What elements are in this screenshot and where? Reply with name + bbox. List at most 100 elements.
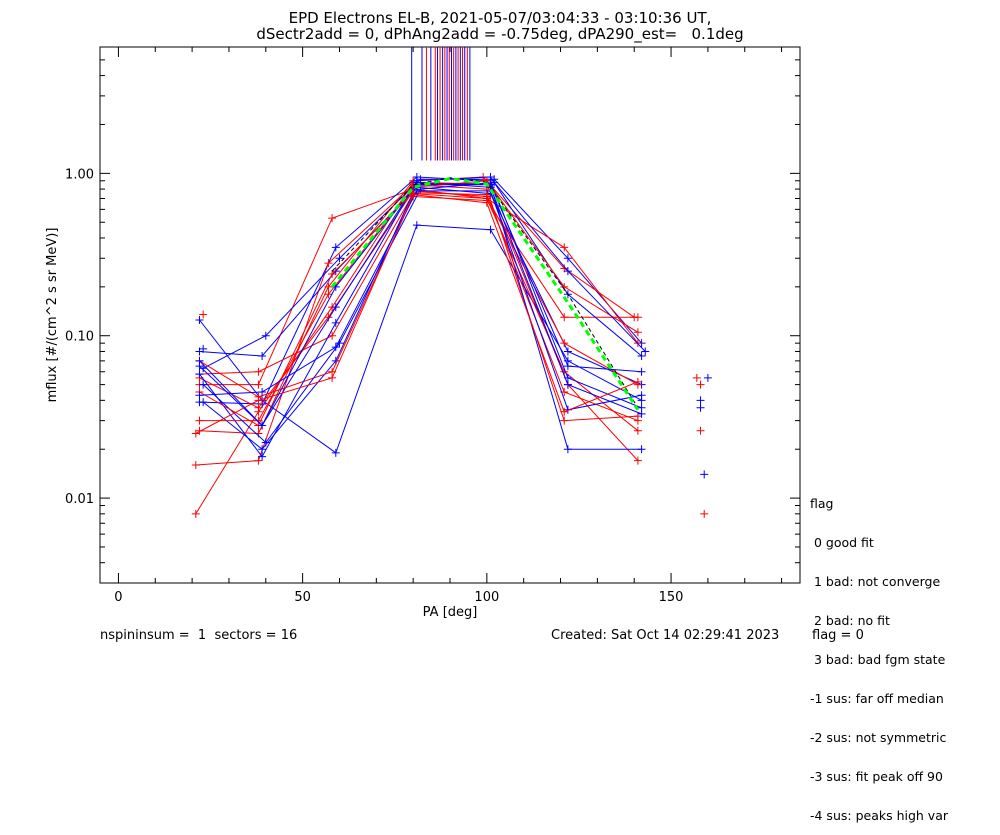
isolated-point-marker xyxy=(199,344,208,353)
data-point-marker xyxy=(324,290,333,299)
data-point-marker xyxy=(482,190,491,199)
x-tick-label: 50 xyxy=(294,590,311,605)
data-point-marker xyxy=(637,409,646,418)
data-point-marker xyxy=(560,416,569,425)
data-point-marker xyxy=(254,456,263,465)
data-point-marker xyxy=(258,445,267,454)
chart-title-line-1: EPD Electrons EL-B, 2021-05-07/03:04:33 … xyxy=(288,9,712,27)
data-point-marker xyxy=(199,380,208,389)
legend-item: 3 bad: bad fgm state xyxy=(810,652,946,667)
data-point-marker xyxy=(191,429,200,438)
data-point-marker xyxy=(486,225,495,234)
data-point-marker xyxy=(258,421,267,430)
data-point-marker xyxy=(563,254,572,263)
black-fit-line xyxy=(331,177,639,409)
legend-item: -4 sus: peaks high var xyxy=(810,808,949,823)
footer-created: Created: Sat Oct 14 02:29:41 2023 xyxy=(551,628,780,643)
data-point-marker xyxy=(331,448,340,457)
data-series-line xyxy=(199,193,639,375)
x-tick-label: 0 xyxy=(114,590,122,605)
data-point-marker xyxy=(412,221,421,230)
legend-item: -3 sus: fit peak off 90 xyxy=(810,769,943,784)
data-point-marker xyxy=(258,352,267,361)
data-point-marker xyxy=(637,391,646,400)
isolated-point-marker xyxy=(703,373,712,382)
isolated-point-marker xyxy=(700,509,709,518)
data-point-marker xyxy=(563,445,572,454)
y-tick-label: 0.10 xyxy=(65,330,94,345)
data-point-marker xyxy=(195,416,204,425)
chart-title-line-2: dSectr2add = 0, dPhAng2add = -0.75deg, d… xyxy=(256,25,744,43)
data-point-marker xyxy=(195,391,204,400)
data-point-marker xyxy=(331,343,340,352)
data-point-marker xyxy=(490,178,499,187)
data-series-line xyxy=(199,186,642,386)
data-point-marker xyxy=(560,339,569,348)
data-point-marker xyxy=(199,398,208,407)
data-series-line xyxy=(199,176,642,409)
data-point-marker xyxy=(409,190,418,199)
data-point-marker xyxy=(633,426,642,435)
flag-legend: flag 0 good fit 1 bad: not converge 2 ba… xyxy=(810,471,948,835)
data-point-marker xyxy=(560,313,569,322)
data-point-marker xyxy=(195,356,204,365)
x-tick-label: 150 xyxy=(659,590,684,605)
data-point-marker xyxy=(331,243,340,252)
data-point-marker xyxy=(560,243,569,252)
legend-item: 0 good fit xyxy=(810,535,874,550)
data-point-marker xyxy=(637,367,646,376)
chart-plot: 0 50 100 150 0.01 0.10 1.00 PA [deg] mflux [#/(c… xyxy=(45,46,801,620)
isolated-point-marker xyxy=(696,396,705,405)
data-point-marker xyxy=(563,267,572,276)
data-point-marker xyxy=(331,318,340,327)
data-point-marker xyxy=(254,380,263,389)
isolated-point-marker xyxy=(696,426,705,435)
y-tick-label: 0.01 xyxy=(65,492,94,507)
isolated-point-marker xyxy=(700,470,709,479)
data-point-marker xyxy=(560,407,569,416)
y-axis-label: mflux [#/(cm^2 s sr MeV)] xyxy=(45,228,60,403)
isolated-point-marker xyxy=(696,380,705,389)
data-point-marker xyxy=(331,303,340,312)
data-point-marker xyxy=(563,362,572,371)
data-point-marker xyxy=(195,315,204,324)
data-point-marker xyxy=(254,367,263,376)
data-point-marker xyxy=(563,380,572,389)
data-point-marker xyxy=(563,347,572,356)
data-point-marker xyxy=(335,254,344,263)
legend-item: -2 sus: not symmetric xyxy=(810,730,947,745)
data-point-marker xyxy=(633,313,642,322)
legend-item: -1 sus: far off median xyxy=(810,691,944,706)
y-tick-label: 1.00 xyxy=(65,167,94,182)
green-fit-line xyxy=(330,176,640,411)
data-point-marker xyxy=(328,214,337,223)
isolated-point-marker xyxy=(696,403,705,412)
x-tick-label: 100 xyxy=(474,590,499,605)
data-point-marker xyxy=(254,396,263,405)
isolated-point-marker xyxy=(199,310,208,319)
data-point-marker xyxy=(563,405,572,414)
data-point-marker xyxy=(261,331,270,340)
data-point-marker xyxy=(254,403,263,412)
data-point-marker xyxy=(633,416,642,425)
legend-title: flag xyxy=(810,496,834,511)
data-point-marker xyxy=(637,352,646,361)
data-point-marker xyxy=(324,259,333,268)
data-series-line xyxy=(199,190,639,409)
data-series-line xyxy=(199,181,642,427)
data-point-marker xyxy=(328,373,337,382)
data-point-marker xyxy=(641,347,650,356)
data-point-marker xyxy=(258,399,267,408)
data-series-line xyxy=(202,178,642,369)
data-point-marker xyxy=(633,328,642,337)
data-point-marker xyxy=(637,445,646,454)
data-point-marker xyxy=(258,388,267,397)
legend-item: 2 bad: no fit xyxy=(810,613,890,628)
isolated-point-marker xyxy=(692,373,701,382)
data-point-marker xyxy=(328,269,337,278)
data-point-marker xyxy=(486,172,495,181)
data-point-marker xyxy=(261,438,270,447)
data-point-marker xyxy=(482,198,491,207)
data-point-marker xyxy=(191,460,200,469)
data-point-marker xyxy=(633,377,642,386)
